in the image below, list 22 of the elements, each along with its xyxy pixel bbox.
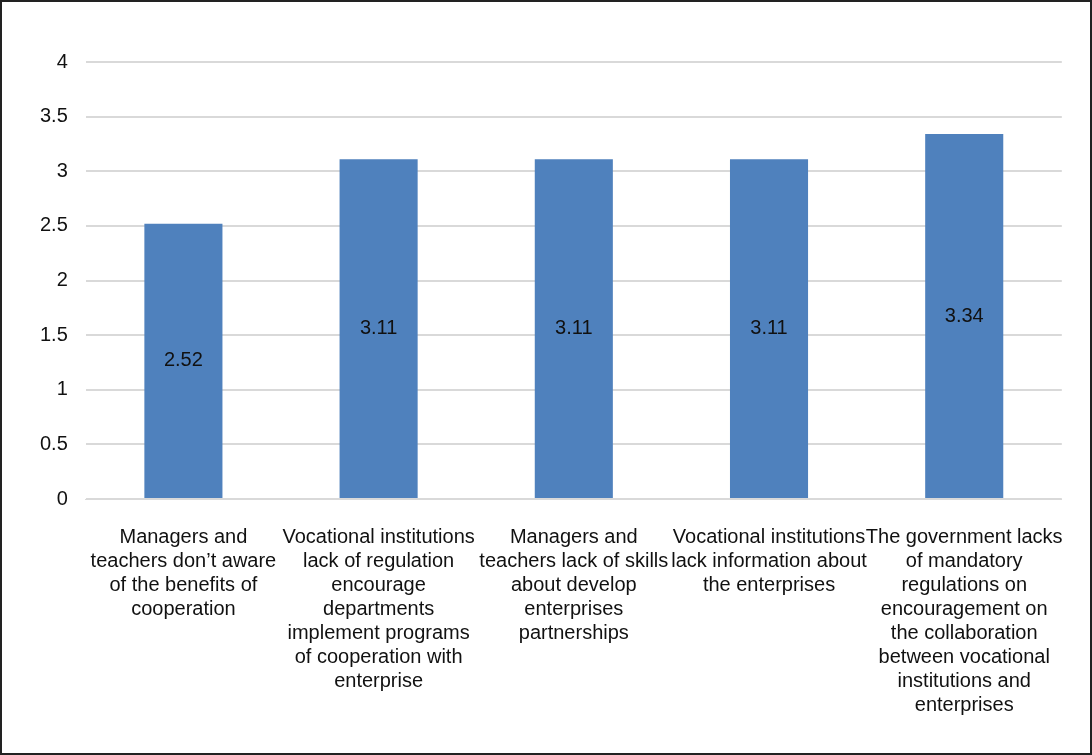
x-tick-label: Vocational institutions lack of regulation encourage departments implement programs of cooperation with enterprise [282, 524, 475, 691]
y-tick-label: 3 [56, 158, 68, 181]
x-tick-label: Managers and teachers lack of skills about develop enterprises partnerships [479, 524, 669, 643]
y-tick-label: 2.5 [39, 213, 68, 236]
bar [534, 159, 613, 498]
bar [925, 134, 1004, 498]
y-tick-label: 4 [56, 49, 68, 72]
y-tick-label: 2 [56, 268, 68, 291]
data-label: 3.11 [555, 316, 593, 339]
bar [144, 223, 223, 498]
data-label: 3.11 [750, 316, 788, 339]
y-tick-label: 1 [56, 377, 68, 400]
y-tick-label: 0 [56, 486, 68, 509]
y-tick-label: 3.5 [39, 104, 68, 127]
x-tick-label: Managers and teachers don’t aware of the benefits of cooperation [90, 524, 277, 619]
y-tick-label: 1.5 [39, 322, 68, 345]
data-label: 3.11 [359, 316, 398, 339]
bar [729, 159, 809, 498]
data-label: 2.52 [163, 348, 203, 371]
data-label: 3.34 [944, 303, 984, 326]
bar [339, 159, 418, 498]
y-tick-label: 0.5 [39, 431, 68, 454]
